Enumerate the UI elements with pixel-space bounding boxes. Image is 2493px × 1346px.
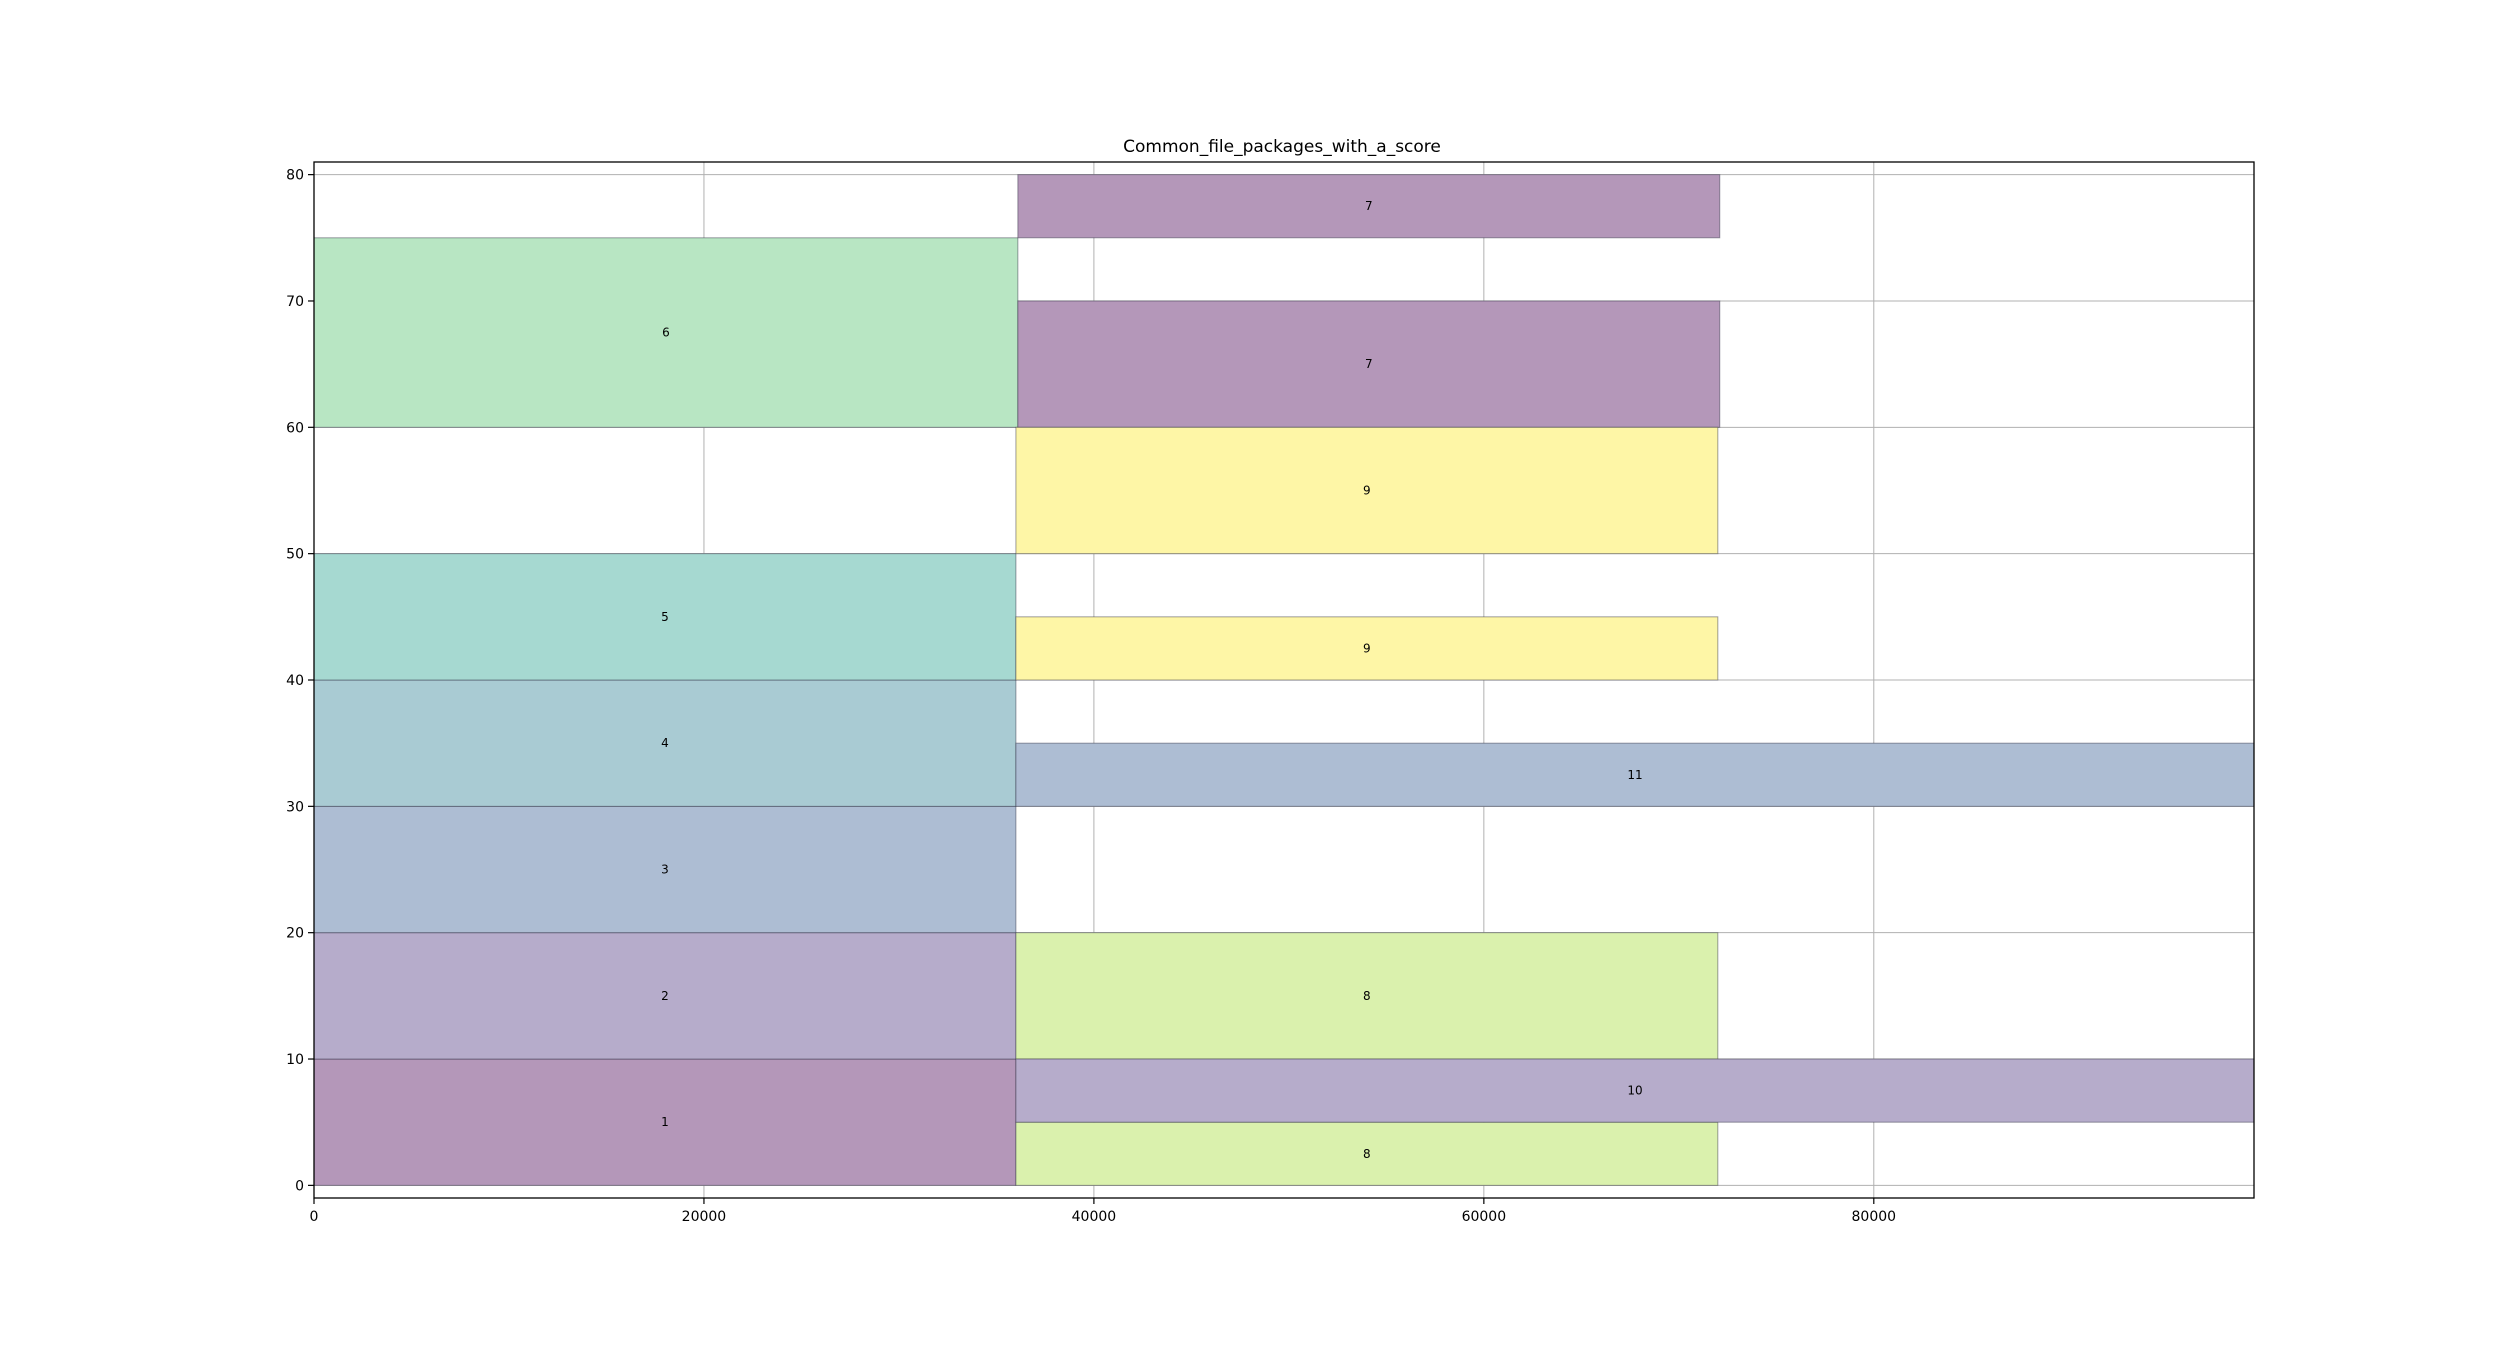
box-label-8-9: 8 bbox=[1363, 989, 1371, 1003]
box-label-9-10: 9 bbox=[1363, 641, 1371, 655]
y-tick-label-6: 60 bbox=[286, 420, 304, 436]
x-tick-label-3: 60000 bbox=[1462, 1209, 1507, 1225]
box-label-4-3: 4 bbox=[661, 736, 669, 750]
box-6-5 bbox=[313, 237, 1019, 428]
box-labels: 1 2 3 4 5 6 7 7 8 8 9 9 10 11 bbox=[661, 199, 1642, 1161]
y-tick-label-8: 80 bbox=[286, 168, 304, 184]
box-label-8-8: 8 bbox=[1363, 1147, 1371, 1161]
y-tick-label-1: 10 bbox=[286, 1052, 304, 1068]
box-label-10-12: 10 bbox=[1627, 1084, 1642, 1098]
box-10-12 bbox=[1015, 1058, 2255, 1123]
box-4-3 bbox=[313, 679, 1017, 807]
x-tick-label-0: 0 bbox=[310, 1209, 319, 1225]
box-label-7-6: 7 bbox=[1365, 357, 1373, 371]
box-label-2-1: 2 bbox=[661, 989, 669, 1003]
box-label-6-5: 6 bbox=[662, 326, 670, 340]
y-tick-label-2: 20 bbox=[286, 926, 304, 942]
y-tick-label-5: 50 bbox=[286, 547, 304, 563]
box-9-10 bbox=[1015, 616, 1719, 681]
box-8-8 bbox=[1015, 1121, 1719, 1186]
y-tick-label-0: 0 bbox=[295, 1178, 304, 1194]
y-tick-label-7: 70 bbox=[286, 294, 304, 310]
x-tick-label-2: 40000 bbox=[1072, 1209, 1117, 1225]
box-9-11 bbox=[1015, 426, 1719, 555]
x-tick-label-1: 20000 bbox=[682, 1209, 727, 1225]
box-label-9-11: 9 bbox=[1363, 483, 1371, 497]
box-label-5-4: 5 bbox=[661, 610, 669, 624]
y-tick-label-3: 30 bbox=[286, 799, 304, 815]
box-label-3-2: 3 bbox=[661, 863, 669, 877]
chart-boxes bbox=[313, 174, 2255, 1186]
y-axis-ticks: 0 10 20 30 40 50 60 70 80 bbox=[286, 168, 314, 1194]
box-5-4 bbox=[313, 553, 1017, 681]
box-7-7 bbox=[1017, 174, 1721, 239]
box-label-1-0: 1 bbox=[661, 1115, 669, 1129]
box-label-11-13: 11 bbox=[1627, 768, 1642, 782]
chart-title: Common_file_packages_with_a_score bbox=[1123, 137, 1441, 157]
y-tick-label-4: 40 bbox=[286, 673, 304, 689]
x-tick-label-4: 80000 bbox=[1852, 1209, 1897, 1225]
x-axis-ticks: 0 20000 40000 60000 80000 bbox=[310, 1198, 1897, 1225]
box-1-0 bbox=[313, 1058, 1017, 1186]
box-7-6 bbox=[1017, 300, 1721, 428]
box-label-7-7: 7 bbox=[1365, 199, 1373, 213]
